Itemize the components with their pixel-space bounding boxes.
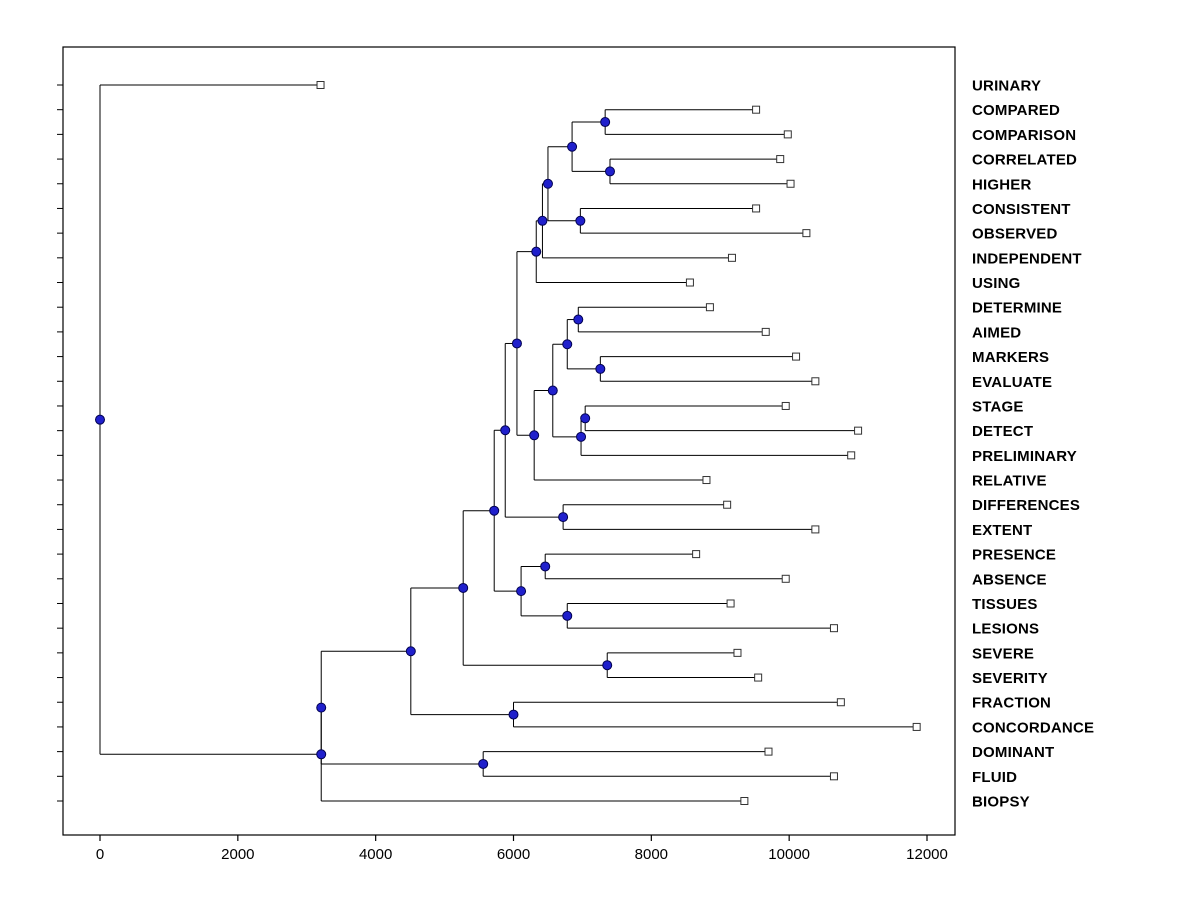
cluster-node-dot bbox=[602, 660, 613, 671]
leaf-label: EXTENT bbox=[972, 522, 1032, 539]
leaf-label: EVALUATE bbox=[972, 374, 1052, 391]
leaf-marker bbox=[811, 525, 820, 534]
leaf-marker bbox=[740, 797, 749, 805]
cluster-node-dot bbox=[567, 141, 578, 152]
leaf-label: RELATIVE bbox=[972, 473, 1047, 490]
leaf-marker bbox=[776, 155, 785, 164]
leaf-marker bbox=[811, 377, 820, 386]
cluster-node-dot bbox=[540, 561, 551, 572]
leaf-marker bbox=[781, 574, 790, 583]
cluster-node-dot bbox=[595, 363, 606, 374]
cluster-node-dot bbox=[529, 430, 540, 441]
leaf-label: TISSUES bbox=[972, 596, 1038, 613]
leaf-marker bbox=[829, 772, 838, 781]
axis-frame bbox=[62, 46, 956, 836]
x-axis-tick-label: 4000 bbox=[359, 846, 392, 863]
cluster-node-dot bbox=[562, 610, 573, 621]
leaf-marker bbox=[726, 599, 735, 608]
cluster-node-dot bbox=[580, 413, 591, 424]
cluster-node-dot bbox=[316, 749, 327, 760]
cluster-node-dot bbox=[575, 215, 586, 226]
leaf-label: STAGE bbox=[972, 398, 1024, 415]
leaf-label: CONCORDANCE bbox=[972, 719, 1094, 736]
x-axis-tick-label: 2000 bbox=[221, 846, 254, 863]
leaf-marker bbox=[761, 327, 770, 336]
leaf-marker bbox=[802, 229, 811, 238]
leaf-marker bbox=[692, 550, 701, 559]
leaf-marker bbox=[316, 81, 325, 89]
leaf-marker bbox=[685, 278, 694, 287]
leaf-marker bbox=[912, 722, 921, 731]
leaf-marker bbox=[752, 204, 761, 213]
leaf-marker bbox=[702, 476, 711, 485]
leaf-marker bbox=[733, 648, 742, 657]
leaf-marker bbox=[786, 179, 795, 188]
x-axis-tick-label: 10000 bbox=[768, 846, 810, 863]
leaf-marker bbox=[847, 451, 856, 460]
leaf-label: LESIONS bbox=[972, 621, 1039, 638]
leaf-label: PRESENCE bbox=[972, 547, 1056, 564]
leaf-label: DOMINANT bbox=[972, 744, 1054, 761]
x-axis-tick-label: 0 bbox=[96, 846, 104, 863]
x-axis-tick-label: 12000 bbox=[906, 846, 948, 863]
leaf-label: PRELIMINARY bbox=[972, 448, 1077, 465]
leaf-marker bbox=[854, 426, 863, 435]
leaf-label: DETECT bbox=[972, 423, 1033, 440]
cluster-node-dot bbox=[489, 505, 500, 516]
cluster-node-dot bbox=[458, 582, 469, 593]
leaf-label: SEVERITY bbox=[972, 670, 1048, 687]
leaf-label: FLUID bbox=[972, 769, 1017, 786]
leaf-marker bbox=[781, 401, 790, 410]
leaf-label: CORRELATED bbox=[972, 152, 1077, 169]
cluster-node-dot bbox=[478, 758, 489, 769]
leaf-marker bbox=[764, 747, 773, 756]
cluster-node-dot bbox=[531, 246, 542, 257]
cluster-node-dot bbox=[511, 338, 522, 349]
cluster-node-dot bbox=[547, 385, 558, 396]
leaf-label: SEVERE bbox=[972, 645, 1034, 662]
leaf-label: CONSISTENT bbox=[972, 201, 1071, 218]
cluster-node-dot bbox=[405, 646, 416, 657]
cluster-node-dot bbox=[542, 178, 553, 189]
cluster-node-dot bbox=[600, 117, 611, 128]
cluster-node-dot bbox=[95, 414, 105, 425]
x-axis-tick-label: 8000 bbox=[635, 846, 668, 863]
cluster-node-dot bbox=[576, 431, 587, 442]
leaf-marker bbox=[727, 253, 736, 262]
leaf-label: COMPARED bbox=[972, 102, 1060, 119]
leaf-label: MARKERS bbox=[972, 349, 1049, 366]
leaf-label: URINARY bbox=[972, 78, 1041, 95]
leaf-label: INDEPENDENT bbox=[972, 250, 1082, 267]
cluster-node-dot bbox=[537, 215, 548, 226]
leaf-label: DIFFERENCES bbox=[972, 497, 1080, 514]
leaf-label: ABSENCE bbox=[972, 571, 1047, 588]
leaf-label: HIGHER bbox=[972, 176, 1032, 193]
leaf-marker bbox=[705, 303, 714, 312]
cluster-node-dot bbox=[508, 709, 519, 720]
cluster-node-dot bbox=[516, 586, 527, 597]
leaf-marker bbox=[829, 624, 838, 633]
leaf-marker bbox=[723, 500, 732, 509]
leaf-marker bbox=[752, 105, 761, 114]
leaf-label: OBSERVED bbox=[972, 226, 1058, 243]
cluster-node-dot bbox=[500, 425, 511, 436]
leaf-marker bbox=[783, 130, 792, 139]
leaf-marker bbox=[754, 673, 763, 682]
leaf-label: AIMED bbox=[972, 324, 1021, 341]
leaf-label: DETERMINE bbox=[972, 300, 1062, 317]
cluster-node-dot bbox=[562, 339, 573, 350]
cluster-node-dot bbox=[316, 702, 327, 713]
cluster-node-dot bbox=[573, 314, 584, 325]
leaf-marker bbox=[836, 698, 845, 707]
leaf-label: USING bbox=[972, 275, 1021, 292]
leaf-label: FRACTION bbox=[972, 695, 1051, 712]
leaf-label: COMPARISON bbox=[972, 127, 1076, 144]
leaf-marker bbox=[792, 352, 801, 361]
leaf-label: BIOPSY bbox=[972, 794, 1030, 811]
cluster-node-dot bbox=[558, 512, 569, 523]
cluster-node-dot bbox=[604, 166, 615, 177]
x-axis-tick-label: 6000 bbox=[497, 846, 530, 863]
